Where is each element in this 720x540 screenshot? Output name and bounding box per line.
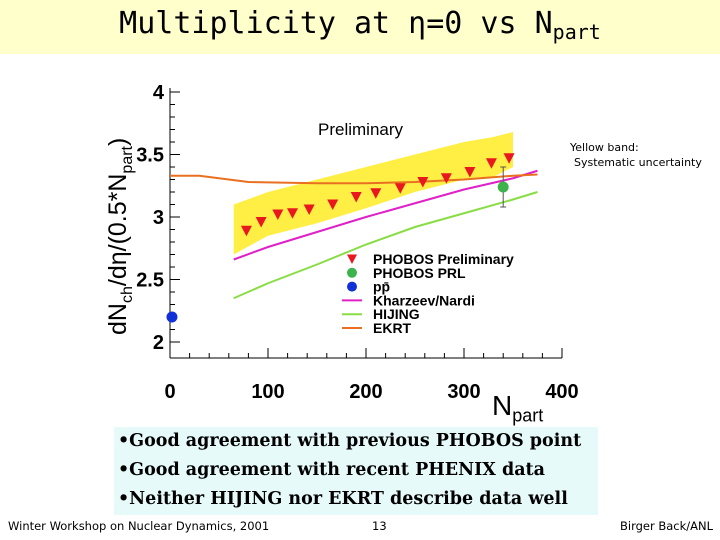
legend-phobos-prl-marker [347,267,357,278]
phobos-preliminary-point [503,153,515,164]
phobos-preliminary-point [370,188,382,199]
phobos-preliminary-point [303,204,315,215]
title-prefix: Multiplicity at [119,6,409,41]
phobos-preliminary-point [440,173,452,184]
bullet-2: •Good agreement with recent PHENIX data [118,460,545,480]
legend-pp-marker [347,281,357,292]
title-sub: part [552,20,601,44]
legend-pp-label: pp̄ [373,279,390,295]
phobos-preliminary-point [240,225,252,237]
legend-phobos-prl-label: PHOBOS PRL [373,265,466,281]
legend-phobos-preliminary-label: PHOBOS Preliminary [373,251,514,267]
footer-right: Birger Back/ANL [620,519,714,533]
phobos-preliminary-point [255,217,267,228]
x-tick-label: 100 [251,381,284,403]
y-tick-label: 2.5 [136,270,164,292]
slide-title: Multiplicity at η=0 vs Npart [0,6,720,44]
x-tick-label: 300 [447,381,480,403]
xlabel-main: N [492,390,513,421]
yellow-band-line1: Yellow band: [570,141,639,154]
bullet-3: •Neither HIJING nor EKRT describe data w… [118,489,568,509]
legend-kharzeev-nardi-label: Kharzeev/Nardi [373,292,475,308]
title-suffix: =0 vs N [426,6,553,41]
x-tick-label: 0 [164,381,175,403]
phobos-preliminary-point [464,167,476,178]
legend-hijing-label: HIJING [373,306,420,322]
title-bar [0,0,720,54]
phobos-preliminary-point [350,192,362,203]
phobos-prl-point [497,181,509,193]
ekrt-curve [170,173,538,185]
yellow-band-line2: Systematic uncertainty [574,156,702,169]
phobos-preliminary-point [287,208,298,219]
footer-left: Winter Workshop on Nuclear Dynamics, 200… [8,519,270,533]
title-symbol: η [408,6,427,41]
x-axis-label: Npart [492,390,543,427]
phobos-preliminary-point [485,158,497,169]
footer-page-number: 13 [372,519,387,533]
yellow-band-annotation: Yellow band: Systematic uncertainty [570,140,702,170]
kharzeev-nardi-curve [233,169,538,261]
phobos-preliminary-point [394,183,406,194]
preliminary-annotation: Preliminary [318,120,404,139]
bullet-1: •Good agreement with previous PHOBOS poi… [118,431,582,451]
x-tick-label: 200 [349,381,382,403]
xlabel-sub: part [512,405,544,426]
pp-point [166,311,178,323]
y-tick-label: 2 [153,332,164,354]
phobos-preliminary-point [327,199,339,210]
bullet-box: •Good agreement with previous PHOBOS poi… [114,427,598,515]
legend-phobos-preliminary-marker [347,254,357,264]
y-tick-label: 3 [153,207,164,229]
hijing-curve [233,191,538,300]
y-tick-label: 4 [153,82,165,104]
phobos-preliminary-point [417,177,429,188]
y-tick-label: 3.5 [136,145,164,167]
phobos-preliminary-point [272,209,284,220]
x-tick-label: 400 [545,381,578,403]
legend-ekrt-label: EKRT [373,320,412,336]
